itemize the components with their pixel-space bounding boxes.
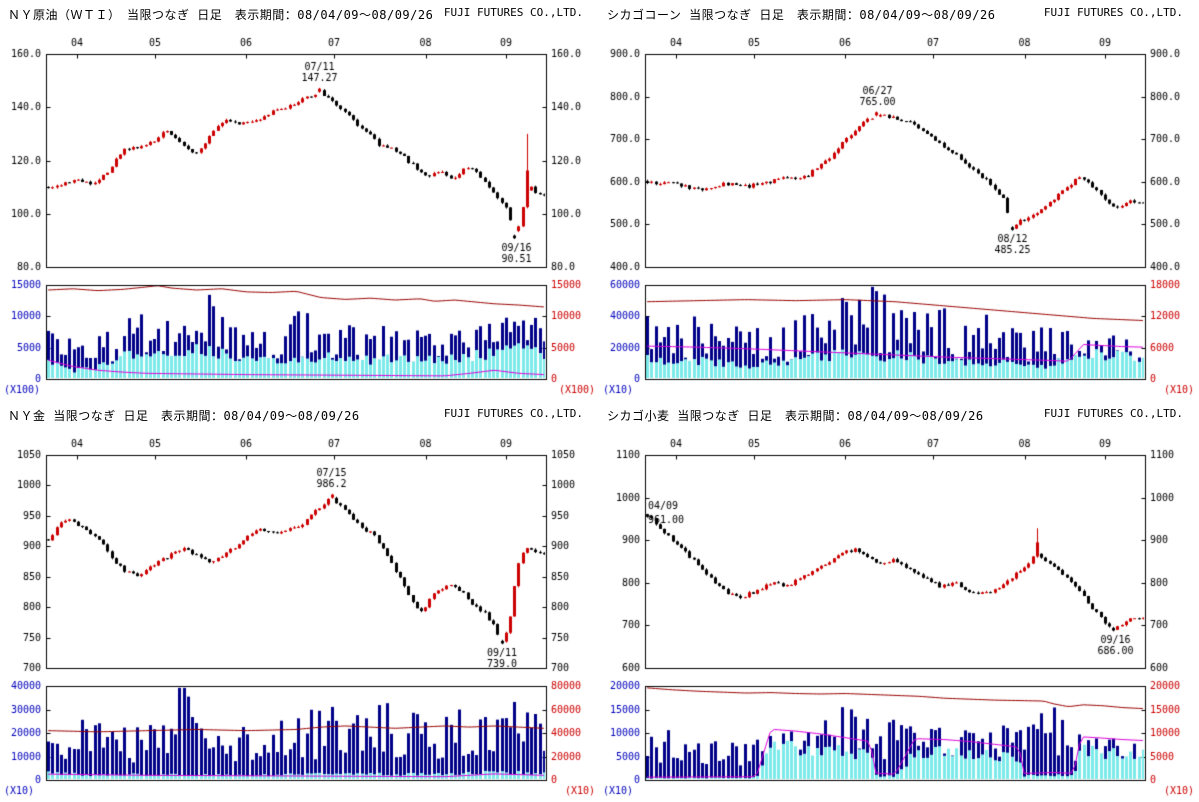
candlestick-volume-canvas-chicago-wheat [599,425,1198,802]
chart-header: シカゴコーン 当限つなぎ 日足 表示期間：08/04/09～08/09/26 F… [599,0,1199,24]
chart-header: シカゴ小麦 当限つなぎ 日足 表示期間：08/04/09～08/09/26 FU… [599,401,1199,425]
company-name: FUJI FUTURES CO.,LTD. [443,6,583,19]
candlestick-volume-canvas-ny-gold [0,425,599,802]
chart-cell-chicago-wheat: シカゴ小麦 当限つなぎ 日足 表示期間：08/04/09～08/09/26 FU… [599,401,1199,802]
chart-title: シカゴコーン 当限つなぎ 日足 表示期間：08/04/09～08/09/26 [607,8,996,22]
chart-title: シカゴ小麦 当限つなぎ 日足 表示期間：08/04/09～08/09/26 [607,409,984,423]
candlestick-volume-canvas-ny-crude-wti [0,24,599,401]
chart-header: ＮＹ金 当限つなぎ 日足 表示期間：08/04/09～08/09/26 FUJI… [0,401,599,425]
company-name: FUJI FUTURES CO.,LTD. [443,407,583,420]
chart-title: ＮＹ金 当限つなぎ 日足 表示期間：08/04/09～08/09/26 [8,409,360,423]
chart-cell-ny-gold: ＮＹ金 当限つなぎ 日足 表示期間：08/04/09～08/09/26 FUJI… [0,401,599,802]
chart-cell-chicago-corn: シカゴコーン 当限つなぎ 日足 表示期間：08/04/09～08/09/26 F… [599,0,1199,401]
candlestick-volume-canvas-chicago-corn [599,24,1198,401]
company-name: FUJI FUTURES CO.,LTD. [1043,6,1183,19]
chart-title: ＮＹ原油（ＷＴＩ） 当限つなぎ 日足 表示期間：08/04/09～08/09/2… [8,8,434,22]
chart-header: ＮＹ原油（ＷＴＩ） 当限つなぎ 日足 表示期間：08/04/09～08/09/2… [0,0,599,24]
company-name: FUJI FUTURES CO.,LTD. [1043,407,1183,420]
chart-cell-ny-crude-wti: ＮＹ原油（ＷＴＩ） 当限つなぎ 日足 表示期間：08/04/09～08/09/2… [0,0,599,401]
